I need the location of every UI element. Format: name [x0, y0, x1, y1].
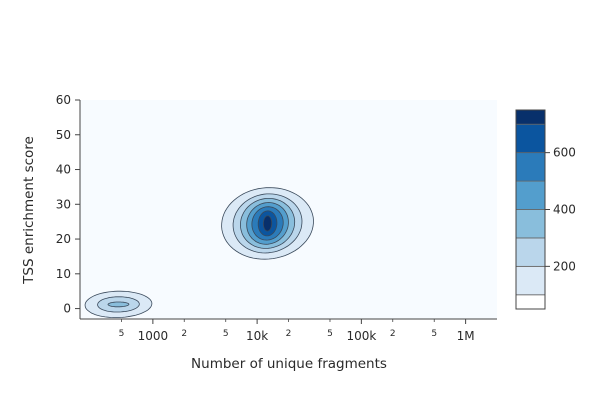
contour-level-2-cluster-1 — [107, 301, 130, 308]
y-tick-label: 20 — [56, 232, 71, 246]
x-tick-label: 1M — [457, 329, 475, 343]
colorbar-band — [515, 294, 546, 310]
colorbar-band — [515, 180, 546, 210]
colorbar-tick-label: 400 — [553, 203, 576, 217]
x-minor-tick-label: 5 — [431, 329, 437, 339]
x-axis-label: Number of unique fragments — [191, 356, 387, 372]
contour-level-6-cluster-2 — [262, 215, 273, 232]
colorbar: 200 400 600 — [515, 109, 576, 310]
contour-layer — [84, 187, 314, 319]
y-tick-label: 50 — [56, 128, 71, 142]
y-tick-label: 30 — [56, 197, 71, 211]
x-minor-tick-label: 2 — [286, 329, 292, 339]
colorbar-band — [515, 265, 546, 296]
colorbar-tick-label: 200 — [553, 259, 576, 273]
colorbar-band — [515, 109, 546, 125]
x-minor-tick-label: 5 — [223, 329, 229, 339]
colorbar-band — [515, 152, 546, 182]
colorbar-band — [515, 209, 546, 239]
x-tick-label: 100k — [346, 329, 376, 343]
x-tick-label: 10k — [246, 329, 268, 343]
x-axis: 1000 10k 100k 1M 5 2 5 2 5 2 5 — [80, 318, 497, 343]
x-tick-label: 1000 — [138, 329, 169, 343]
y-tick-label: 60 — [56, 93, 71, 107]
x-minor-tick-label: 2 — [181, 329, 187, 339]
colorbar-band — [515, 123, 546, 154]
y-tick-label: 10 — [56, 267, 71, 281]
y-tick-label: 0 — [63, 302, 71, 316]
x-minor-tick-label: 5 — [327, 329, 333, 339]
y-axis-label: TSS enrichment score — [21, 136, 37, 285]
y-axis: 0 10 20 30 40 50 60 — [56, 93, 81, 319]
colorbar-tick-label: 600 — [553, 146, 576, 160]
x-minor-tick-label: 5 — [119, 329, 125, 339]
colorbar-band — [515, 237, 546, 267]
y-tick-label: 40 — [56, 163, 71, 177]
x-minor-tick-label: 2 — [390, 329, 396, 339]
